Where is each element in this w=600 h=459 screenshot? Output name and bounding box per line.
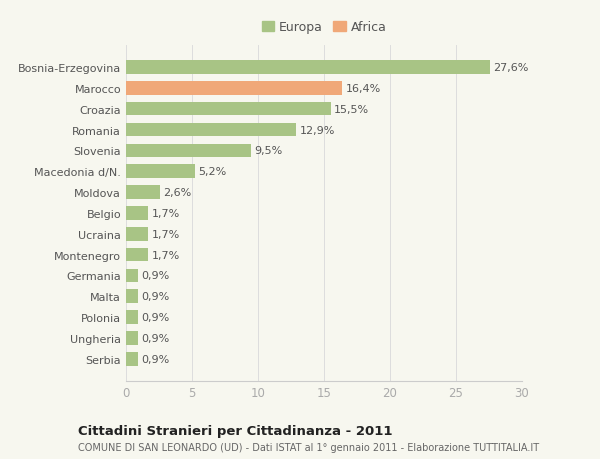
Bar bbox=[126, 123, 296, 137]
Text: Cittadini Stranieri per Cittadinanza - 2011: Cittadini Stranieri per Cittadinanza - 2… bbox=[78, 425, 392, 437]
Bar bbox=[126, 290, 138, 303]
Bar bbox=[126, 82, 343, 95]
Text: 9,5%: 9,5% bbox=[254, 146, 283, 156]
Bar bbox=[126, 352, 138, 366]
Bar bbox=[126, 186, 160, 199]
Text: 0,9%: 0,9% bbox=[141, 354, 169, 364]
Text: 0,9%: 0,9% bbox=[141, 333, 169, 343]
Bar bbox=[126, 248, 148, 262]
Bar bbox=[126, 103, 331, 116]
Text: 15,5%: 15,5% bbox=[334, 105, 369, 114]
Bar bbox=[126, 269, 138, 283]
Text: COMUNE DI SAN LEONARDO (UD) - Dati ISTAT al 1° gennaio 2011 - Elaborazione TUTTI: COMUNE DI SAN LEONARDO (UD) - Dati ISTAT… bbox=[78, 442, 539, 452]
Bar bbox=[126, 228, 148, 241]
Bar bbox=[126, 144, 251, 158]
Text: 0,9%: 0,9% bbox=[141, 313, 169, 322]
Legend: Europa, Africa: Europa, Africa bbox=[259, 19, 389, 37]
Text: 0,9%: 0,9% bbox=[141, 291, 169, 302]
Text: 2,6%: 2,6% bbox=[164, 188, 192, 198]
Text: 27,6%: 27,6% bbox=[494, 63, 529, 73]
Bar bbox=[126, 207, 148, 220]
Bar bbox=[126, 61, 490, 75]
Text: 1,7%: 1,7% bbox=[152, 229, 180, 239]
Text: 5,2%: 5,2% bbox=[198, 167, 226, 177]
Bar bbox=[126, 165, 194, 179]
Text: 16,4%: 16,4% bbox=[346, 84, 381, 94]
Text: 12,9%: 12,9% bbox=[299, 125, 335, 135]
Text: 1,7%: 1,7% bbox=[152, 208, 180, 218]
Bar bbox=[126, 331, 138, 345]
Bar bbox=[126, 311, 138, 324]
Text: 0,9%: 0,9% bbox=[141, 271, 169, 281]
Text: 1,7%: 1,7% bbox=[152, 250, 180, 260]
